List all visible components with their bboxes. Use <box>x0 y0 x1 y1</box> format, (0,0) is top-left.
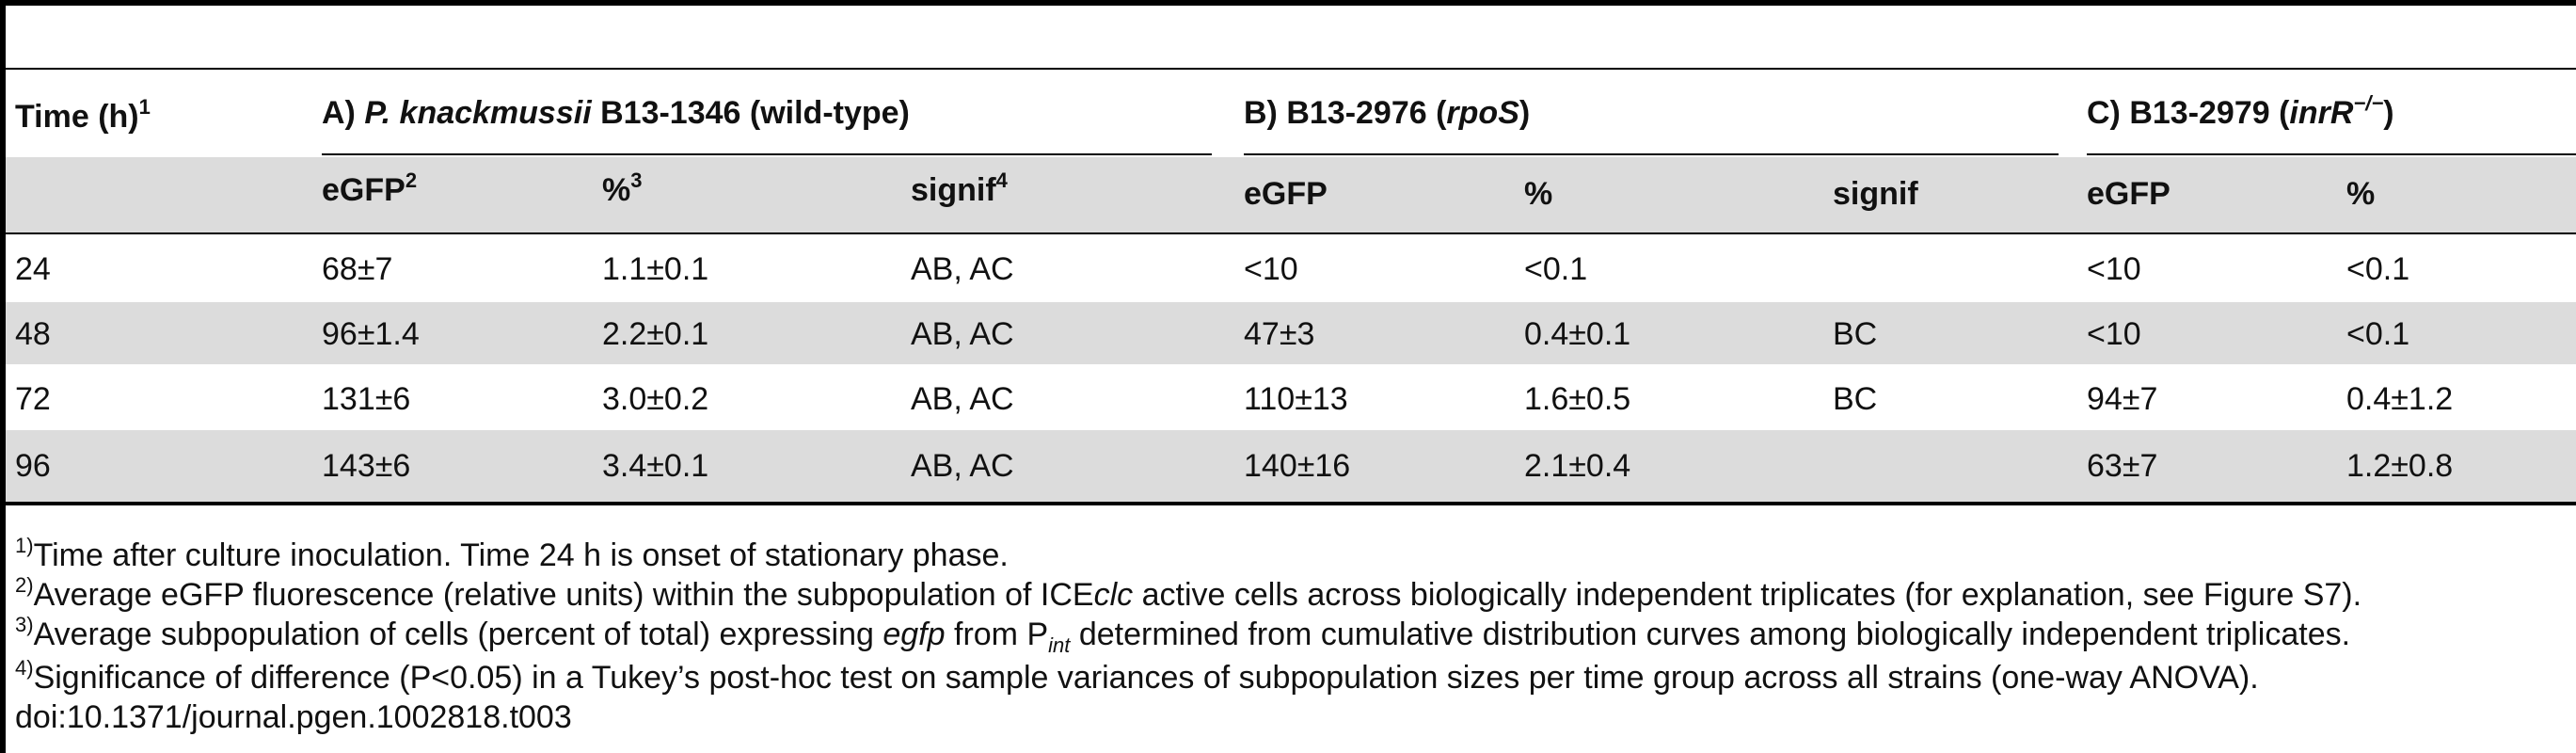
header-time: Time (h)1 <box>15 94 151 135</box>
cell-a-pct-96: 3.4±0.1 <box>602 448 709 484</box>
cell-a-egfp-72: 131±6 <box>322 381 411 417</box>
header-group-c: C) B13-2979 (inrR−/−) <box>2087 90 2394 131</box>
cell-c-pct-24: <0.1 <box>2346 251 2410 287</box>
cell-b-pct-24: <0.1 <box>1524 251 1588 287</box>
subheader-c-pct: % <box>2346 176 2376 212</box>
cell-c-pct-96: 1.2±0.8 <box>2346 448 2454 484</box>
cell-b-egfp-72: 110±13 <box>1244 381 1348 417</box>
cell-a-pct-48: 2.2±0.1 <box>602 316 709 352</box>
group-a-underline <box>322 153 1212 155</box>
cell-time-48: 48 <box>15 316 51 352</box>
left-rule <box>0 0 6 753</box>
cell-c-egfp-96: 63±7 <box>2087 448 2158 484</box>
row-band-96 <box>6 430 2576 502</box>
row-band-48 <box>6 302 2576 364</box>
cell-c-egfp-24: <10 <box>2087 251 2141 287</box>
subheader-a-egfp: eGFP2 <box>322 168 418 208</box>
cell-b-signif-48: BC <box>1833 316 1878 352</box>
doi-text: doi:10.1371/journal.pgen.1002818.t003 <box>15 699 572 735</box>
footnote-2: 2)Average eGFP fluorescence (relative un… <box>15 572 2362 613</box>
subheader-b-signif: signif <box>1833 176 1918 212</box>
subheader-a-pct: %3 <box>602 168 643 208</box>
cell-a-egfp-96: 143±6 <box>322 448 411 484</box>
subheader-a-signif: signif4 <box>911 168 1008 208</box>
header-group-b: B) B13-2976 (rpoS) <box>1244 95 1531 131</box>
cell-a-pct-24: 1.1±0.1 <box>602 251 709 287</box>
cell-b-egfp-24: <10 <box>1244 251 1298 287</box>
cell-a-egfp-48: 96±1.4 <box>322 316 420 352</box>
cell-b-egfp-96: 140±16 <box>1244 448 1351 484</box>
cell-b-signif-72: BC <box>1833 381 1878 417</box>
cell-time-72: 72 <box>15 381 51 417</box>
footnote-1: 1)Time after culture inoculation. Time 2… <box>15 533 1009 573</box>
cell-c-egfp-72: 94±7 <box>2087 381 2158 417</box>
cell-b-pct-72: 1.6±0.5 <box>1524 381 1631 417</box>
header-group-a: A) P. knackmussii B13-1346 (wild-type) <box>322 95 910 131</box>
footnote-3: 3)Average subpopulation of cells (percen… <box>15 612 2351 657</box>
group-c-underline <box>2087 153 2576 155</box>
cell-a-signif-48: AB, AC <box>911 316 1014 352</box>
subheader-b-egfp: eGFP <box>1244 176 1328 212</box>
header-top-rule <box>0 68 2576 70</box>
cell-time-96: 96 <box>15 448 51 484</box>
top-rule <box>0 0 2576 6</box>
cell-a-signif-72: AB, AC <box>911 381 1014 417</box>
subheader-bottom-rule <box>0 232 2576 234</box>
subheader-band <box>6 157 2576 232</box>
cell-b-egfp-48: 47±3 <box>1244 316 1315 352</box>
cell-a-egfp-24: 68±7 <box>322 251 393 287</box>
cell-c-pct-48: <0.1 <box>2346 316 2410 352</box>
subheader-b-pct: % <box>1524 176 1553 212</box>
cell-b-pct-48: 0.4±0.1 <box>1524 316 1631 352</box>
group-b-underline <box>1244 153 2059 155</box>
cell-b-pct-96: 2.1±0.4 <box>1524 448 1631 484</box>
cell-c-pct-72: 0.4±1.2 <box>2346 381 2454 417</box>
cell-a-signif-96: AB, AC <box>911 448 1014 484</box>
cell-a-pct-72: 3.0±0.2 <box>602 381 709 417</box>
cell-time-24: 24 <box>15 251 51 287</box>
subheader-c-egfp: eGFP <box>2087 176 2171 212</box>
table-bottom-rule <box>0 502 2576 505</box>
cell-a-signif-24: AB, AC <box>911 251 1014 287</box>
cell-c-egfp-48: <10 <box>2087 316 2141 352</box>
footnote-4: 4)Significance of difference (P<0.05) in… <box>15 655 2259 696</box>
